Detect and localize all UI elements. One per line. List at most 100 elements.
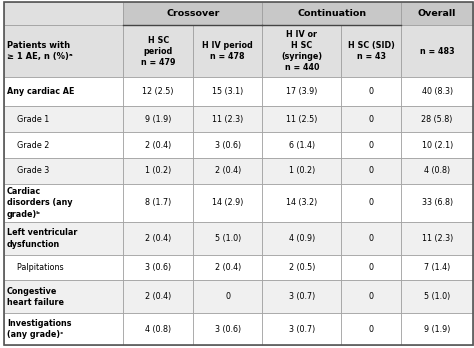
Text: 5 (1.0): 5 (1.0) xyxy=(424,292,450,301)
Bar xyxy=(193,222,262,255)
Text: Cardiac
disorders (any
grade)ᵇ: Cardiac disorders (any grade)ᵇ xyxy=(7,187,73,219)
Text: 9 (1.9): 9 (1.9) xyxy=(145,115,172,124)
Bar xyxy=(4,183,123,222)
Bar xyxy=(401,106,473,132)
Text: 2 (0.4): 2 (0.4) xyxy=(145,141,171,150)
Text: 7 (1.4): 7 (1.4) xyxy=(424,263,450,272)
Bar xyxy=(262,255,341,280)
Bar xyxy=(341,25,401,77)
Bar xyxy=(193,313,262,345)
Bar xyxy=(193,255,262,280)
Text: 4 (0.8): 4 (0.8) xyxy=(145,325,171,333)
Bar xyxy=(341,106,401,132)
Text: 4 (0.9): 4 (0.9) xyxy=(289,234,315,243)
Text: 1 (0.2): 1 (0.2) xyxy=(289,166,315,175)
Text: Grade 3: Grade 3 xyxy=(7,166,49,175)
Bar xyxy=(4,280,123,313)
Text: 3 (0.6): 3 (0.6) xyxy=(215,325,241,333)
Bar xyxy=(193,158,262,183)
Text: H SC (SID)
n = 43: H SC (SID) n = 43 xyxy=(348,41,395,61)
Bar xyxy=(341,132,401,158)
Bar xyxy=(401,183,473,222)
Text: 2 (0.4): 2 (0.4) xyxy=(215,166,241,175)
Text: 0: 0 xyxy=(369,115,374,124)
Bar xyxy=(341,158,401,183)
Bar xyxy=(123,222,193,255)
Bar xyxy=(262,158,341,183)
Text: 11 (2.5): 11 (2.5) xyxy=(286,115,318,124)
Bar xyxy=(193,106,262,132)
Text: 17 (3.9): 17 (3.9) xyxy=(286,87,318,96)
Bar xyxy=(341,255,401,280)
Bar xyxy=(401,222,473,255)
Bar xyxy=(262,25,341,77)
Bar xyxy=(4,77,123,106)
Bar xyxy=(341,313,401,345)
Bar xyxy=(193,25,262,77)
Text: H SC
period
n = 479: H SC period n = 479 xyxy=(141,35,175,67)
Bar xyxy=(193,132,262,158)
Bar xyxy=(123,2,262,25)
Text: Grade 2: Grade 2 xyxy=(7,141,49,150)
Bar xyxy=(4,158,123,183)
Text: Grade 1: Grade 1 xyxy=(7,115,49,124)
Bar xyxy=(401,158,473,183)
Text: H IV period
n = 478: H IV period n = 478 xyxy=(202,41,253,61)
Bar xyxy=(262,313,341,345)
Text: 0: 0 xyxy=(225,292,230,301)
Text: 0: 0 xyxy=(369,325,374,333)
Text: 0: 0 xyxy=(369,292,374,301)
Text: Patients with
≥ 1 AE, n (%)ᵃ: Patients with ≥ 1 AE, n (%)ᵃ xyxy=(7,41,73,61)
Bar xyxy=(262,106,341,132)
Text: Left ventricular
dysfunction: Left ventricular dysfunction xyxy=(7,228,77,248)
Bar xyxy=(401,2,473,25)
Bar xyxy=(4,106,123,132)
Text: 14 (3.2): 14 (3.2) xyxy=(286,198,318,207)
Text: 11 (2.3): 11 (2.3) xyxy=(421,234,453,243)
Text: Palpitations: Palpitations xyxy=(7,263,64,272)
Bar xyxy=(4,132,123,158)
Text: 0: 0 xyxy=(369,141,374,150)
Bar xyxy=(4,255,123,280)
Text: 9 (1.9): 9 (1.9) xyxy=(424,325,450,333)
Text: 28 (5.8): 28 (5.8) xyxy=(421,115,453,124)
Bar xyxy=(401,313,473,345)
Text: 15 (3.1): 15 (3.1) xyxy=(212,87,243,96)
Text: 11 (2.3): 11 (2.3) xyxy=(212,115,243,124)
Bar xyxy=(341,183,401,222)
Text: H IV or
H SC
(syringe)
n = 440: H IV or H SC (syringe) n = 440 xyxy=(281,30,322,72)
Bar xyxy=(341,222,401,255)
Bar xyxy=(4,313,123,345)
Text: 40 (8.3): 40 (8.3) xyxy=(421,87,453,96)
Bar xyxy=(401,132,473,158)
Bar xyxy=(123,313,193,345)
Text: Overall: Overall xyxy=(418,9,456,18)
Bar xyxy=(341,77,401,106)
Bar xyxy=(123,158,193,183)
Text: 2 (0.4): 2 (0.4) xyxy=(145,234,171,243)
Bar xyxy=(123,132,193,158)
Bar xyxy=(262,77,341,106)
Text: 3 (0.6): 3 (0.6) xyxy=(145,263,171,272)
Text: 2 (0.4): 2 (0.4) xyxy=(145,292,171,301)
Text: 10 (2.1): 10 (2.1) xyxy=(421,141,453,150)
Bar xyxy=(341,280,401,313)
Text: 3 (0.7): 3 (0.7) xyxy=(289,325,315,333)
Text: Investigations
(any grade)ᶜ: Investigations (any grade)ᶜ xyxy=(7,319,72,339)
Text: Crossover: Crossover xyxy=(166,9,219,18)
Bar xyxy=(262,2,401,25)
Text: 12 (2.5): 12 (2.5) xyxy=(142,87,174,96)
Text: Congestive
heart failure: Congestive heart failure xyxy=(7,286,64,307)
Text: n = 483: n = 483 xyxy=(420,47,455,56)
Bar xyxy=(401,255,473,280)
Text: 6 (1.4): 6 (1.4) xyxy=(289,141,315,150)
Bar xyxy=(401,77,473,106)
Bar xyxy=(123,77,193,106)
Text: 2 (0.4): 2 (0.4) xyxy=(215,263,241,272)
Text: Any cardiac AE: Any cardiac AE xyxy=(7,87,74,96)
Bar xyxy=(262,132,341,158)
Text: 3 (0.7): 3 (0.7) xyxy=(289,292,315,301)
Text: 0: 0 xyxy=(369,263,374,272)
Bar xyxy=(193,183,262,222)
Bar xyxy=(123,106,193,132)
